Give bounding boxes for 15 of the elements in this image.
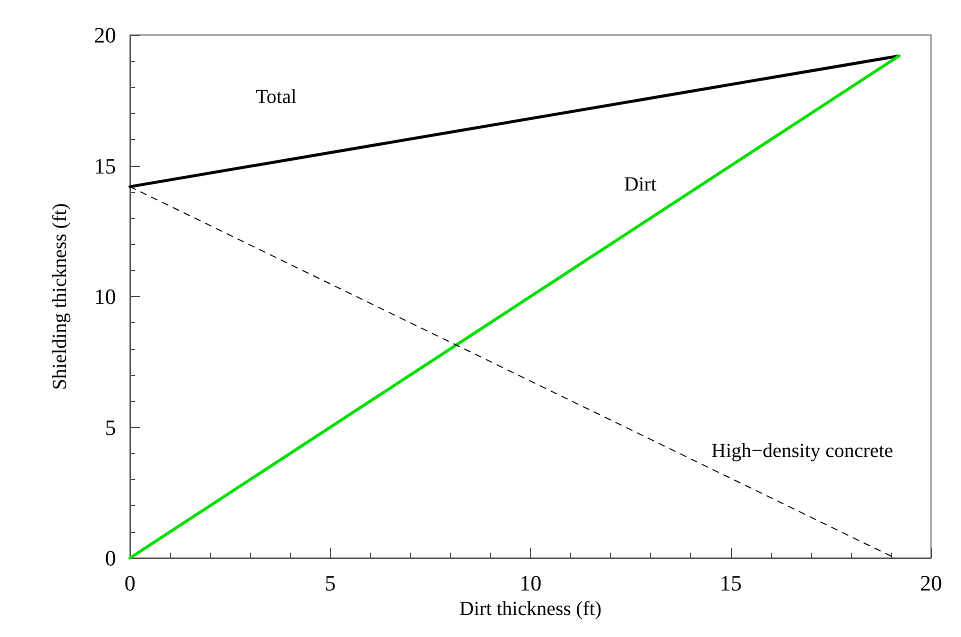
x-tick-label: 0 bbox=[124, 570, 136, 596]
y-tick-label: 20 bbox=[94, 22, 116, 48]
text: Total bbox=[256, 86, 297, 108]
y-tick-label: 0 bbox=[105, 546, 116, 570]
x-tick-label: 5 bbox=[324, 570, 336, 596]
y-tick-label: 5 bbox=[105, 414, 116, 440]
x-axis-title: Dirt thickness (ft) bbox=[459, 598, 602, 620]
y-tick-label: 10 bbox=[94, 284, 116, 309]
x-tick-label: 15 bbox=[720, 570, 742, 596]
y-axis-title: Shielding thickness (ft) bbox=[49, 203, 71, 390]
series-label: Dirt bbox=[624, 174, 657, 196]
y-tick-label: 15 bbox=[94, 153, 116, 178]
series-label: High−density concrete bbox=[711, 440, 894, 462]
x-tick-label: 10 bbox=[520, 570, 542, 596]
x-tick-label: 20 bbox=[920, 570, 942, 596]
